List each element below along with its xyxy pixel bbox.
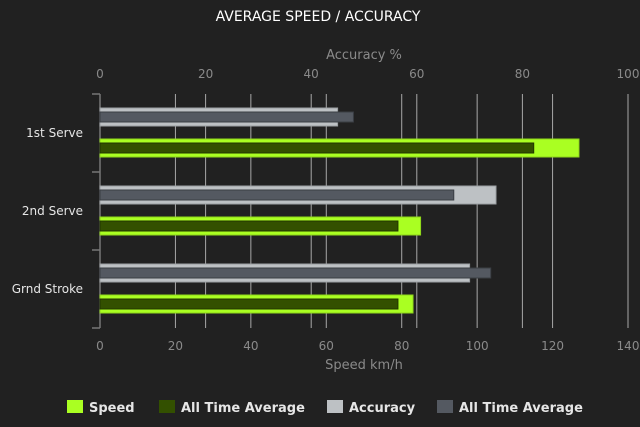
bottom-tick-label: 120 <box>541 339 564 353</box>
bottom-tick-label: 40 <box>243 339 258 353</box>
top-tick-label: 100 <box>617 67 640 81</box>
bar-speed-average <box>99 298 399 310</box>
legend-label: Accuracy <box>349 401 416 416</box>
bottom-tick-label: 100 <box>466 339 489 353</box>
legend-swatch <box>327 400 343 413</box>
top-tick-label: 20 <box>198 67 213 81</box>
bottom-tick-label: 140 <box>617 339 640 353</box>
bottom-axis-label: Speed km/h <box>325 358 403 373</box>
bottom-tick-label: 60 <box>319 339 334 353</box>
bar-accuracy-average <box>99 267 492 279</box>
bottom-tick-label: 0 <box>96 339 104 353</box>
legend-label: All Time Average <box>181 401 305 416</box>
top-tick-label: 80 <box>515 67 530 81</box>
category-label: 2nd Serve <box>22 204 83 218</box>
top-axis-label: Accuracy % <box>326 48 402 63</box>
top-tick-label: 0 <box>96 67 104 81</box>
category-label: 1st Serve <box>26 126 83 140</box>
bar-speed-average <box>99 220 399 232</box>
chart-title: AVERAGE SPEED / ACCURACY <box>216 9 421 25</box>
top-tick-label: 60 <box>409 67 424 81</box>
legend-swatch <box>67 400 83 413</box>
bar-accuracy-average <box>99 111 354 123</box>
bar-speed-average <box>99 142 535 154</box>
category-label: Grnd Stroke <box>12 282 83 296</box>
legend-swatch <box>437 400 453 413</box>
top-tick-label: 40 <box>304 67 319 81</box>
legend-label: Speed <box>89 401 135 416</box>
legend-swatch <box>159 400 175 413</box>
bottom-tick-label: 20 <box>168 339 183 353</box>
bar-accuracy-average <box>99 189 455 201</box>
bottom-tick-label: 80 <box>394 339 409 353</box>
legend-label: All Time Average <box>459 401 583 416</box>
